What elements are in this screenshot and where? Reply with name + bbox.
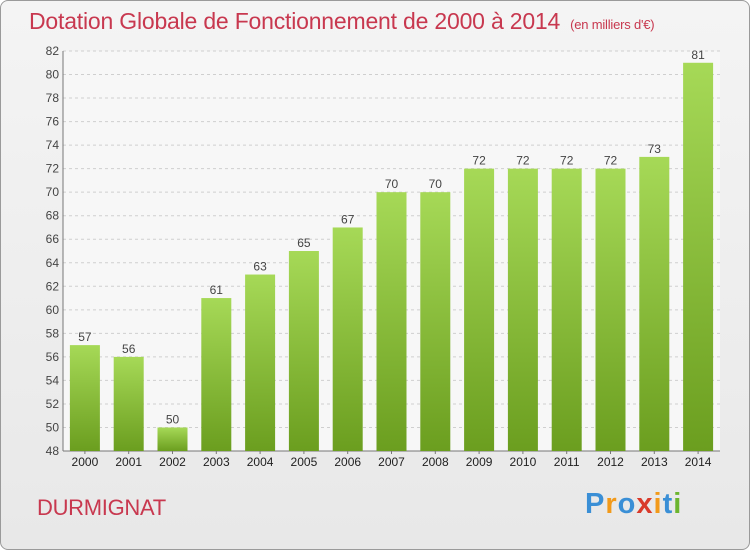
- bar-2004: [245, 274, 276, 451]
- bar-2001: [113, 356, 144, 451]
- x-tick-label: 2003: [203, 455, 230, 469]
- commune-name: DURMIGNAT: [37, 495, 166, 520]
- logo-letter: o: [617, 488, 637, 520]
- y-tick-label: 50: [46, 420, 60, 434]
- bar-2003: [201, 298, 232, 451]
- x-tick-label: 2011: [554, 455, 580, 469]
- x-tick-label: 2012: [597, 455, 624, 469]
- x-tick-label: 2010: [510, 455, 537, 469]
- bar-2014: [683, 62, 714, 451]
- bar-2007: [376, 192, 407, 452]
- logo-letter: x: [636, 488, 654, 520]
- data-label: 63: [253, 260, 267, 274]
- logo-letter: t: [662, 488, 674, 520]
- x-tick-label: 2000: [72, 455, 99, 469]
- x-tick-label: 2008: [422, 455, 449, 469]
- data-label: 70: [429, 177, 443, 191]
- data-label: 57: [78, 330, 92, 344]
- data-label: 72: [560, 154, 574, 168]
- y-tick-label: 48: [46, 444, 60, 458]
- data-label: 72: [604, 154, 618, 168]
- data-label: 70: [385, 177, 399, 191]
- x-tick-label: 2007: [378, 455, 405, 469]
- y-tick-label: 68: [46, 209, 60, 223]
- data-label: 73: [648, 142, 662, 156]
- data-label: 61: [210, 283, 224, 297]
- y-tick-label: 54: [46, 373, 60, 387]
- unit-subtitle: (en milliers d'€): [570, 17, 655, 32]
- y-tick-label: 82: [46, 44, 60, 58]
- x-tick-label: 2006: [334, 455, 361, 469]
- x-tick-label: 2002: [159, 455, 186, 469]
- data-label: 50: [166, 412, 180, 426]
- y-tick-label: 70: [46, 185, 60, 199]
- bar-2006: [332, 227, 363, 451]
- x-tick-label: 2004: [247, 455, 274, 469]
- logo-letter: i: [653, 488, 663, 520]
- y-tick-label: 76: [46, 115, 60, 129]
- bar-2009: [464, 168, 495, 451]
- logo-letter: i: [673, 488, 683, 520]
- y-tick-label: 80: [46, 68, 60, 82]
- proxiti-logo: Proxiti: [585, 488, 682, 521]
- data-label: 56: [122, 342, 136, 356]
- y-tick-label: 62: [46, 279, 60, 293]
- chart-title: Dotation Globale de Fonctionnement de 20…: [29, 8, 655, 35]
- y-tick-label: 58: [46, 326, 60, 340]
- data-label: 81: [691, 48, 705, 62]
- bar-2000: [69, 345, 100, 451]
- x-tick-label: 2001: [115, 455, 142, 469]
- x-tick-label: 2009: [466, 455, 493, 469]
- y-tick-label: 52: [46, 397, 60, 411]
- bar-2008: [420, 192, 451, 452]
- bar-2002: [157, 427, 188, 451]
- y-tick-label: 60: [46, 303, 60, 317]
- title-text: Dotation Globale de Fonctionnement de 20…: [29, 8, 561, 34]
- x-tick-label: 2014: [685, 455, 712, 469]
- y-tick-label: 64: [46, 256, 60, 270]
- data-label: 72: [472, 154, 486, 168]
- bar-2010: [507, 168, 538, 451]
- logo-letter: r: [605, 488, 618, 520]
- bar-2013: [639, 156, 670, 451]
- bar-2012: [595, 168, 626, 451]
- x-tick-label: 2005: [291, 455, 318, 469]
- y-tick-label: 72: [46, 162, 60, 176]
- data-label: 72: [516, 154, 530, 168]
- y-tick-label: 74: [46, 138, 60, 152]
- logo-letter: P: [585, 488, 606, 520]
- bar-2005: [288, 251, 319, 451]
- x-tick-label: 2013: [641, 455, 668, 469]
- data-label: 65: [297, 236, 311, 250]
- y-tick-label: 56: [46, 350, 60, 364]
- bar-2011: [551, 168, 582, 451]
- data-label: 67: [341, 212, 355, 226]
- y-tick-label: 66: [46, 232, 60, 246]
- y-tick-label: 78: [46, 91, 60, 105]
